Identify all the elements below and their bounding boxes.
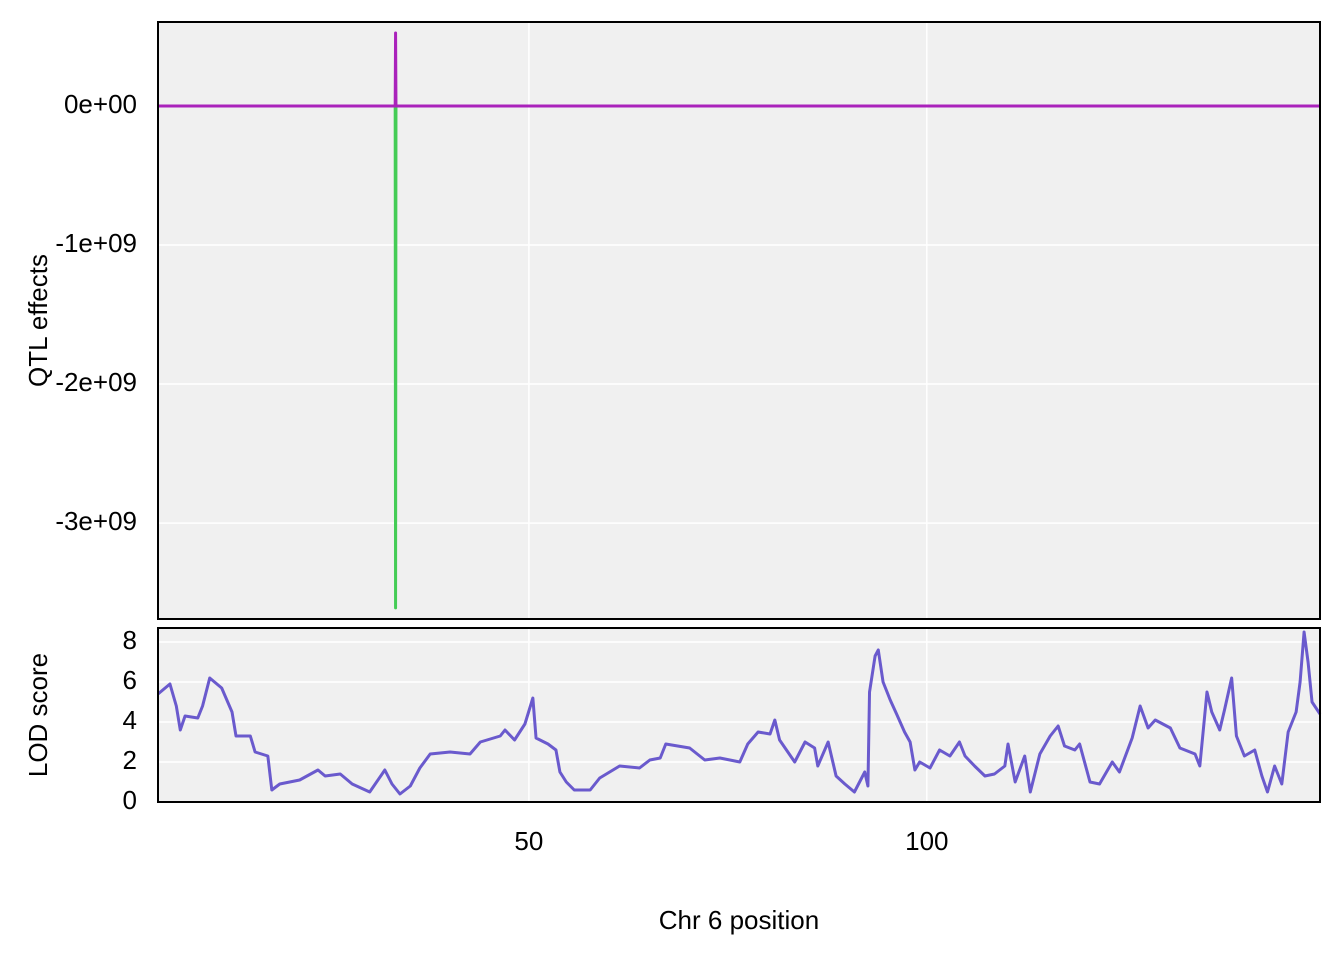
y-tick-label: 6: [123, 665, 137, 695]
plot-background: [158, 628, 1320, 802]
x-tick-label: 100: [905, 826, 948, 856]
data-line: [158, 31, 1320, 108]
y-axis-title: QTL effects: [23, 254, 53, 387]
data-line: [157, 630, 1322, 796]
x-tick-label: 50: [514, 826, 543, 856]
y-tick-label: -3e+09: [55, 506, 137, 536]
y-tick-label: -1e+09: [55, 228, 137, 258]
plot-border: [157, 21, 1321, 620]
plot-background: [158, 22, 1320, 619]
y-tick-label: -2e+09: [55, 367, 137, 397]
x-axis-title: Chr 6 position: [659, 905, 819, 935]
data-line: [393, 105, 398, 610]
y-tick-label: 2: [123, 745, 137, 775]
y-tick-label: 8: [123, 625, 137, 655]
y-tick-label: 0: [123, 785, 137, 815]
y-tick-label: 0e+00: [64, 89, 137, 119]
y-tick-label: 4: [123, 705, 137, 735]
y-axis-title: LOD score: [23, 653, 53, 777]
plot-border: [157, 627, 1321, 803]
